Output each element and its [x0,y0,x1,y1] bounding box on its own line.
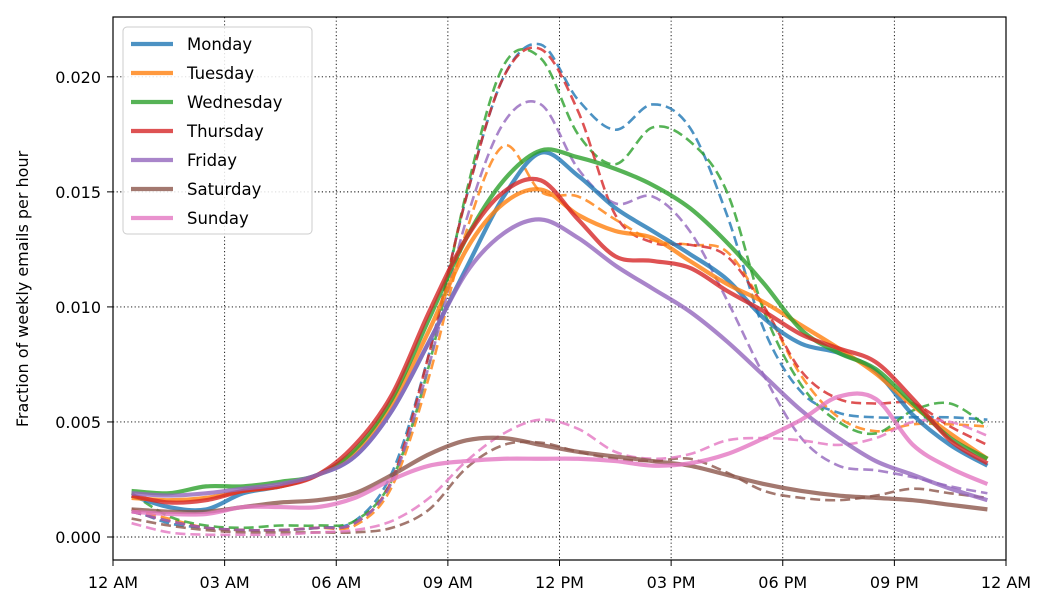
x-tick-label: 06 AM [311,573,361,592]
series-line-wednesday-dashed [130,47,989,530]
y-tick-label: 0.020 [55,68,101,87]
legend-label-wednesday: Wednesday [187,93,283,112]
x-tick-label: 06 PM [758,573,807,592]
x-tick-label: 12 PM [535,573,584,592]
legend-label-saturday: Saturday [187,180,262,199]
x-axis: 12 AM 03 AM 06 AM 09 AM 12 PM 03 PM 06 PM 09 PM… [88,560,1031,592]
y-tick-label: 0.015 [55,183,101,202]
series-line-thursday-solid [131,176,989,505]
x-tick-label: 12 AM [88,573,138,592]
x-tick-label: 09 PM [870,573,919,592]
series-line-wednesday-solid [131,147,989,496]
y-axis-label: Fraction of weekly emails per hour [13,150,32,427]
series-line-friday-dashed [131,100,988,532]
series-line-sunday-solid [131,391,989,517]
legend: Monday Tuesday Wednesday Thursday Friday Satu… [122,26,313,235]
y-tick-label: 0.010 [55,298,101,317]
legend-label-sunday: Sunday [187,209,249,228]
series-line-sunday-dashed [131,418,988,537]
y-axis: 0.000 0.005 0.010 0.015 0.020 [55,68,113,547]
x-tick-label: 09 AM [423,573,473,592]
x-tick-label: 03 PM [647,573,696,592]
legend-label-tuesday: Tuesday [186,64,254,83]
y-tick-label: 0.000 [55,528,101,547]
x-tick-label: 03 AM [200,573,250,592]
y-tick-label: 0.005 [55,413,101,432]
series-line-saturday-solid [131,435,988,515]
series-line-friday-solid [131,217,989,503]
legend-label-monday: Monday [187,35,252,54]
legend-label-friday: Friday [187,151,237,170]
x-tick-label: 12 AM [981,573,1031,592]
series-lines [130,42,989,537]
legend-label-thursday: Thursday [186,122,264,141]
legend-box [122,26,313,235]
